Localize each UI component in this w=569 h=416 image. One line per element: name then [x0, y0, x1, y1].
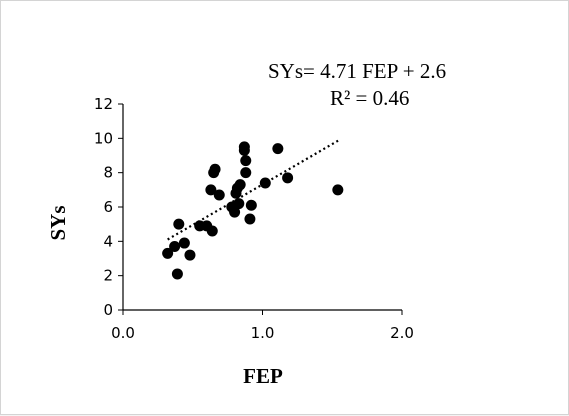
data-point	[162, 247, 174, 259]
data-point	[233, 198, 245, 210]
data-point	[240, 155, 252, 167]
data-point	[209, 163, 221, 175]
data-point	[171, 268, 183, 280]
y-tick-label: 8	[103, 164, 113, 182]
data-point	[282, 172, 294, 184]
data-point	[240, 167, 252, 179]
y-tick-label: 10	[94, 129, 113, 147]
y-tick-label: 6	[103, 198, 113, 216]
data-point	[332, 184, 344, 196]
y-tick-label: 0	[103, 301, 113, 319]
data-point	[206, 225, 218, 237]
x-tick-label: 0.0	[111, 324, 135, 342]
data-point	[238, 144, 250, 156]
trendline-group	[167, 139, 340, 241]
data-point	[229, 206, 241, 218]
data-point	[245, 199, 257, 211]
data-point	[213, 189, 225, 201]
data-points	[162, 141, 344, 280]
x-tick-labels: 0.0 1.0 2.0	[111, 324, 414, 342]
y-axis-title: SYs	[46, 205, 70, 240]
data-point	[169, 240, 181, 252]
x-axis-title: FEP	[243, 364, 283, 388]
y-tick-label: 2	[103, 267, 113, 285]
x-tick-label: 2.0	[390, 324, 414, 342]
y-tick-label: 4	[103, 232, 113, 250]
data-point	[244, 213, 256, 225]
trendline-equation: SYs= 4.71 FEP + 2.6	[268, 59, 446, 83]
trendline	[167, 139, 340, 241]
y-tick-label: 12	[94, 95, 113, 113]
data-point	[205, 184, 217, 196]
axes	[118, 103, 403, 315]
data-point	[272, 143, 284, 155]
data-point	[234, 179, 246, 191]
trendline-r2: R² = 0.46	[330, 86, 409, 110]
x-tick-label: 1.0	[251, 324, 275, 342]
data-point	[178, 237, 190, 249]
data-point	[184, 249, 196, 261]
data-point	[173, 218, 185, 230]
y-tick-labels: 0 2 4 6 8 10 12	[94, 95, 113, 319]
data-point	[259, 177, 271, 189]
